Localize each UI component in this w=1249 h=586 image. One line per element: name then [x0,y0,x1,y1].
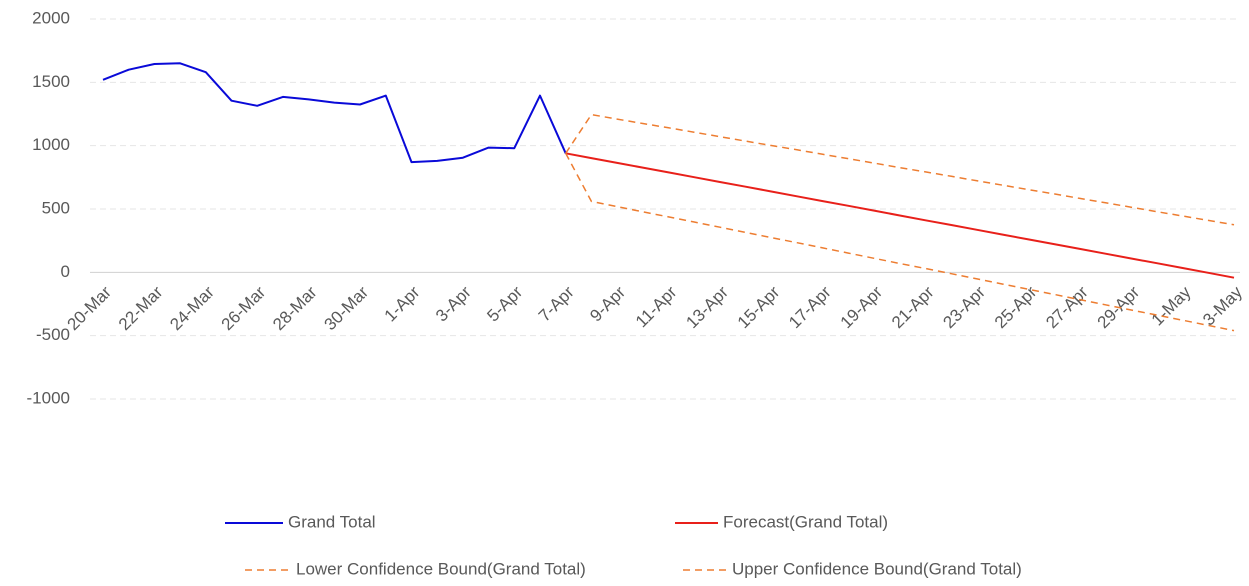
y-tick-label: 0 [61,262,70,281]
x-tick-label: 3-May [1199,282,1246,329]
x-tick-label: 19-Apr [837,282,887,332]
x-tick-label: 28-Mar [269,282,321,334]
x-tick-label: 27-Apr [1042,282,1092,332]
x-tick-label: 20-Mar [63,282,115,334]
x-tick-label: 5-Apr [483,282,526,325]
x-tick-label: 30-Mar [321,282,373,334]
series-line [565,152,1235,279]
x-tick-label: 7-Apr [535,282,578,325]
x-tick-label: 13-Apr [682,282,732,332]
x-tick-label: 1-Apr [381,282,424,325]
legend-label: Lower Confidence Bound(Grand Total) [296,559,586,578]
x-tick-label: 15-Apr [734,282,784,332]
y-tick-label: 2000 [32,8,70,27]
legend-label: Upper Confidence Bound(Grand Total) [732,559,1022,578]
legend-label: Grand Total [288,512,376,531]
x-tick-label: 22-Mar [115,282,167,334]
x-tick-label: 26-Mar [218,282,270,334]
x-tick-label: 21-Apr [888,282,938,332]
y-tick-label: -500 [36,325,70,344]
x-tick-label: 9-Apr [586,282,629,325]
x-tick-label: 3-Apr [432,282,475,325]
y-tick-label: -1000 [27,388,70,407]
series-line [565,113,1235,226]
y-tick-label: 1000 [32,135,70,154]
legend-label: Forecast(Grand Total) [723,512,888,531]
y-tick-label: 500 [42,198,70,217]
x-tick-label: 24-Mar [166,282,218,334]
x-tick-label: 11-Apr [632,282,681,331]
x-tick-label: 23-Apr [939,282,989,332]
y-tick-label: 1500 [32,72,70,91]
series-line [102,62,567,164]
x-tick-label: 17-Apr [785,282,835,332]
x-tick-label: 1-May [1148,282,1195,329]
